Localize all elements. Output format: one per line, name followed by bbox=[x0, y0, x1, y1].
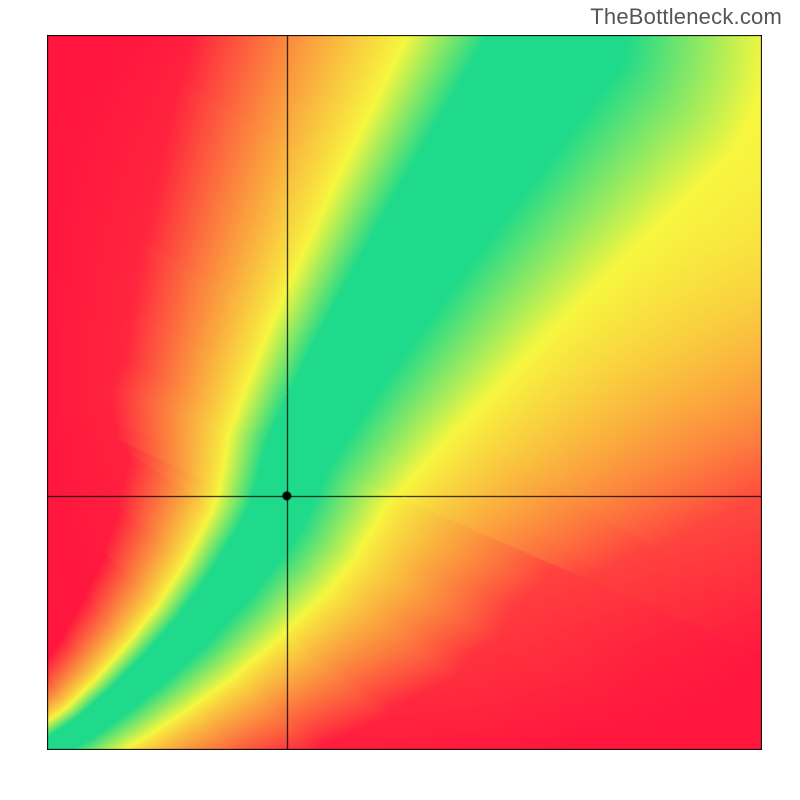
chart-container: TheBottleneck.com bbox=[0, 0, 800, 800]
heatmap-canvas bbox=[47, 35, 762, 750]
watermark-text: TheBottleneck.com bbox=[590, 4, 782, 30]
plot-frame bbox=[47, 35, 762, 750]
